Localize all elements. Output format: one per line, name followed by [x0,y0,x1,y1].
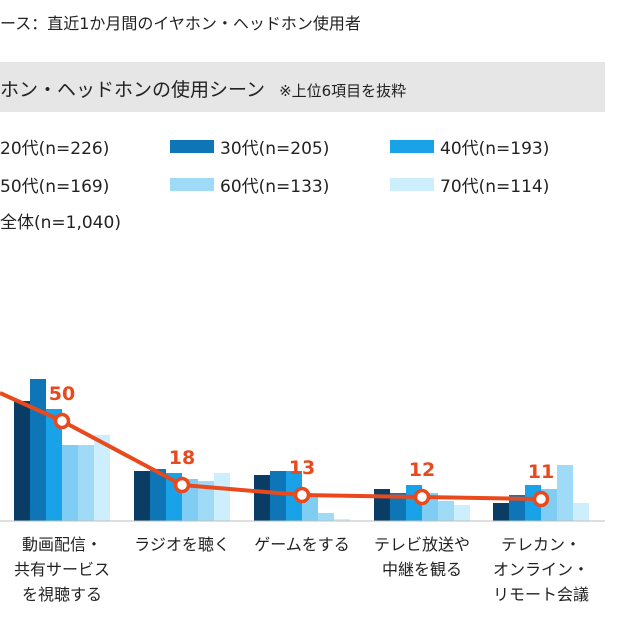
total-value-label-2: 13 [289,457,315,479]
bar-0-4 [78,445,94,521]
category-label-0-2: を視聴する [22,585,102,604]
legend-label-40s: 40代(n=193) [440,139,550,159]
bar-2-1 [270,471,286,521]
bar-2-0 [254,475,270,521]
legend-label-30s: 30代(n=205) [220,139,330,159]
category-label-4-0: テレカン・ [501,535,581,554]
category-label-1-0: ラジオを聴く [134,535,230,554]
bar-3-4 [438,501,454,521]
legend-item-total: 全体(n=1,040) [0,208,121,233]
bar-0-3 [62,445,78,521]
bar-0-0 [14,401,30,521]
total-value-label-0: 50 [49,383,75,405]
legend-swatch-30s [170,140,214,153]
bar-1-0 [134,471,150,521]
total-value-label-4: 11 [528,461,554,483]
total-value-label-1: 18 [169,447,195,469]
legend-item-30s: 30代(n=205) [170,134,329,159]
bar-2-4 [318,513,334,521]
legend-item-20s: 20代(n=226) [0,134,109,159]
bar-2-3 [302,497,318,521]
total-marker-3 [413,488,431,506]
legend-swatch-70s [390,178,434,191]
chart-title-text: ホン・ヘッドホンの使用シーン [0,79,266,101]
total-marker-0 [53,412,71,430]
bar-1-4 [198,481,214,521]
bar-2-5 [334,519,350,521]
source-note: ース：直近1か月間のイヤホン・ヘッドホン使用者 [0,14,361,33]
category-label-4-1: オンライン・ [493,560,589,579]
bar-4-5 [573,503,589,521]
legend-label-20s: 20代(n=226) [0,139,110,159]
bar-3-0 [374,489,390,521]
legend-label-60s: 60代(n=133) [220,177,330,197]
category-label-3-0: テレビ放送や [374,535,470,554]
bar-4-0 [493,503,509,521]
total-marker-4 [532,490,550,508]
category-label-0-0: 動画配信・ [22,535,102,554]
bar-0-5 [94,435,110,521]
legend-label-total: 全体(n=1,040) [0,213,121,233]
bar-4-1 [509,495,525,521]
bar-1-5 [214,473,230,521]
total-marker-1 [173,476,191,494]
title-bar: ホン・ヘッドホンの使用シーン ※上位6項目を抜粋 [0,62,605,112]
bar-1-1 [150,469,166,521]
legend-swatch-60s [170,178,214,191]
legend-label-50s: 50代(n=169) [0,177,110,197]
category-label-2-0: ゲームをする [254,535,350,554]
legend-swatch-40s [390,140,434,153]
bar-3-5 [454,505,470,521]
legend-item-40s: 40代(n=193) [390,134,549,159]
total-value-label-3: 12 [409,459,435,481]
chart-title: ホン・ヘッドホンの使用シーン ※上位6項目を抜粋 [0,75,406,102]
category-label-0-1: 共有サービス [14,560,110,579]
bar-4-4 [557,465,573,521]
bar-0-1 [30,379,46,521]
bar-3-1 [390,493,406,521]
legend-item-70s: 70代(n=114) [390,172,549,197]
total-line [0,391,542,501]
chart-note: ※上位6項目を抜粋 [279,82,407,100]
total-marker-2 [293,486,311,504]
category-label-4-2: リモート会議 [493,585,589,604]
bar-0-2 [46,409,62,521]
legend-item-50s: 50代(n=169) [0,172,109,197]
legend-item-60s: 60代(n=133) [170,172,329,197]
legend-label-70s: 70代(n=114) [440,177,550,197]
category-label-3-1: 中継を観る [382,560,462,579]
